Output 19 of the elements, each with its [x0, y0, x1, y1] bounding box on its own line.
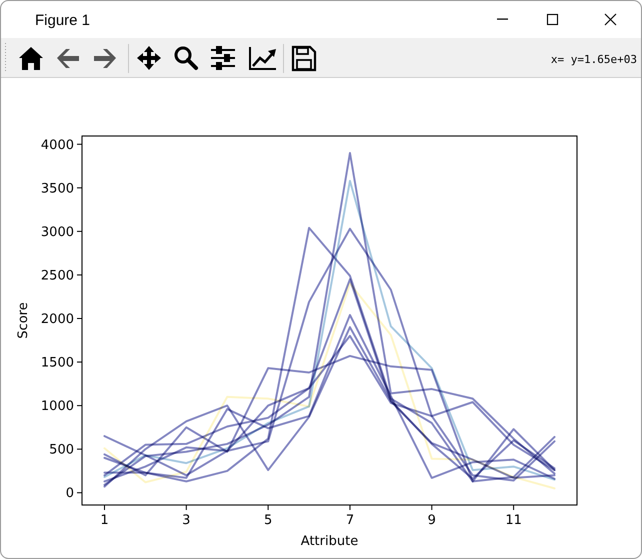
y-tick-label: 2500: [40, 268, 74, 284]
x-tick-label: 1: [100, 513, 109, 528]
y-tick-label: 1000: [40, 399, 74, 414]
y-tick-label: 2000: [40, 312, 74, 327]
caption: Figure 1: [35, 12, 90, 29]
x-tick-label: 5: [264, 513, 272, 528]
y-tick-label: 3000: [40, 224, 74, 240]
x-tick-label: 9: [428, 513, 436, 528]
x-tick-label: 3: [182, 513, 190, 528]
x-tick-label: 7: [346, 513, 354, 528]
y-tick-label: 4000: [40, 138, 74, 153]
y-tick-label: 500: [49, 442, 74, 458]
y-tick-label: 3500: [40, 181, 74, 196]
x-axis-title: Attribute: [300, 534, 358, 549]
text: x= y=1.65e+03: [550, 53, 637, 66]
x-tick-label: 11: [505, 513, 522, 528]
y-tick-label: 1500: [40, 356, 74, 371]
y-axis-title: Score: [16, 302, 31, 339]
y-tick-label: 0: [66, 486, 74, 502]
